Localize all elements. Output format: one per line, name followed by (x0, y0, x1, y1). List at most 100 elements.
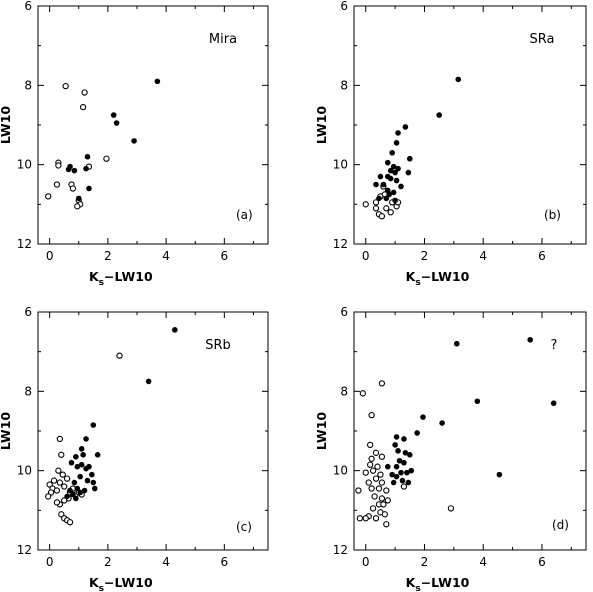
filled-data-point (389, 149, 395, 156)
filled-data-point (402, 124, 409, 130)
open-data-point (53, 499, 61, 506)
y-tick-label: 6 (340, 0, 348, 13)
open-data-point (69, 185, 77, 192)
filled-data-point (77, 473, 84, 480)
y-tick-label: 10 (333, 464, 348, 478)
filled-data-point (527, 336, 534, 343)
filled-data-point (113, 120, 120, 126)
filled-data-point (86, 463, 92, 470)
open-data-point (387, 209, 394, 216)
open-data-point (369, 505, 377, 512)
open-data-point (377, 471, 384, 478)
panel-title: Mira (209, 32, 237, 47)
x-tick-label: 0 (46, 249, 54, 263)
filled-data-point (83, 436, 89, 442)
open-data-point (378, 495, 386, 502)
open-data-point (79, 104, 87, 111)
open-data-point (55, 162, 62, 169)
filled-data-point (67, 487, 73, 494)
filled-data-point (408, 467, 415, 474)
y-tick-label: 12 (333, 543, 348, 557)
x-tick-label: 6 (221, 555, 229, 569)
open-data-point (447, 505, 455, 512)
filled-data-point (67, 163, 73, 170)
filled-data-point (84, 153, 91, 160)
open-data-point (372, 515, 380, 522)
filled-data-point (496, 471, 503, 478)
open-data-point (367, 441, 374, 449)
x-axis-label: Ks−LW10 (406, 575, 470, 592)
open-data-point (383, 487, 390, 494)
y-tick-label: 6 (340, 305, 348, 319)
panel-3: 0 2 4 6 6 8 10 12 Ks−LW10 LW10 SRb (c) (0, 305, 269, 592)
panel-tag: (a) (236, 208, 253, 222)
x-tick-label: 0 (362, 249, 370, 263)
filled-data-point (77, 489, 84, 496)
y-tick-label: 6 (24, 305, 32, 319)
open-data-point (365, 479, 372, 486)
open-data-point (378, 380, 386, 387)
filled-data-point (392, 197, 398, 204)
filled-data-point (393, 434, 400, 440)
y-tick-label: 12 (333, 237, 348, 251)
filled-data-point (80, 451, 86, 458)
x-tick-label: 4 (162, 555, 170, 569)
filled-data-point (73, 453, 79, 460)
filled-data-point (393, 463, 400, 470)
x-axis-label: Ks−LW10 (89, 575, 153, 592)
filled-data-point (406, 155, 413, 162)
filled-data-point (474, 398, 481, 405)
filled-data-point (83, 165, 89, 172)
filled-data-point (396, 457, 403, 464)
filled-data-point (377, 173, 384, 180)
open-data-point (81, 89, 88, 96)
y-tick-label: 8 (24, 78, 32, 92)
filled-data-point (550, 400, 557, 407)
y-tick-label: 12 (17, 543, 32, 557)
open-data-point (367, 461, 374, 468)
panel-4: 0 2 4 6 6 8 10 12 Ks−LW10 LW10? (d) (314, 305, 587, 592)
y-axis-label: LW10 (314, 412, 329, 450)
plot-frame (37, 311, 269, 551)
open-data-point (66, 519, 74, 526)
open-data-point (116, 352, 123, 359)
filled-data-point (404, 469, 410, 476)
y-axis-label: LW10 (0, 412, 13, 450)
open-data-point (368, 485, 375, 492)
x-tick-label: 0 (46, 555, 54, 569)
open-data-point (369, 467, 377, 474)
filled-data-point (398, 469, 404, 476)
filled-data-point (402, 450, 409, 456)
filled-data-point (86, 185, 92, 192)
filled-data-point (64, 493, 70, 500)
y-tick-label: 10 (17, 158, 32, 172)
open-data-point (384, 497, 391, 504)
x-axis-label: Ks−LW10 (89, 269, 153, 288)
y-axis-label: LW10 (314, 106, 329, 144)
open-data-point (372, 205, 380, 212)
panel-tag: (c) (236, 520, 252, 534)
filled-data-point (386, 191, 393, 198)
filled-data-point (154, 78, 161, 85)
filled-data-point (384, 159, 391, 166)
filled-data-point (392, 442, 398, 448)
open-data-point (381, 511, 388, 518)
open-data-point (53, 181, 61, 188)
x-tick-label: 2 (104, 555, 112, 569)
filled-data-point (90, 422, 97, 428)
open-data-point (371, 493, 378, 500)
filled-data-point (395, 130, 401, 136)
filled-data-point (383, 195, 390, 202)
open-data-point (61, 483, 68, 490)
filled-data-point (395, 448, 401, 454)
open-data-point (53, 487, 61, 494)
open-data-point (372, 449, 380, 456)
x-tick-label: 4 (479, 555, 487, 569)
open-data-point (383, 205, 390, 212)
open-data-point (103, 155, 110, 162)
panel-2: 0 2 4 6 6 8 10 12 Ks−LW10 LW10 SRa (b) (314, 0, 587, 288)
panel-title: SRb (205, 338, 231, 353)
y-tick-label: 8 (340, 384, 348, 398)
open-data-point (378, 479, 386, 486)
filled-data-point (387, 167, 394, 174)
